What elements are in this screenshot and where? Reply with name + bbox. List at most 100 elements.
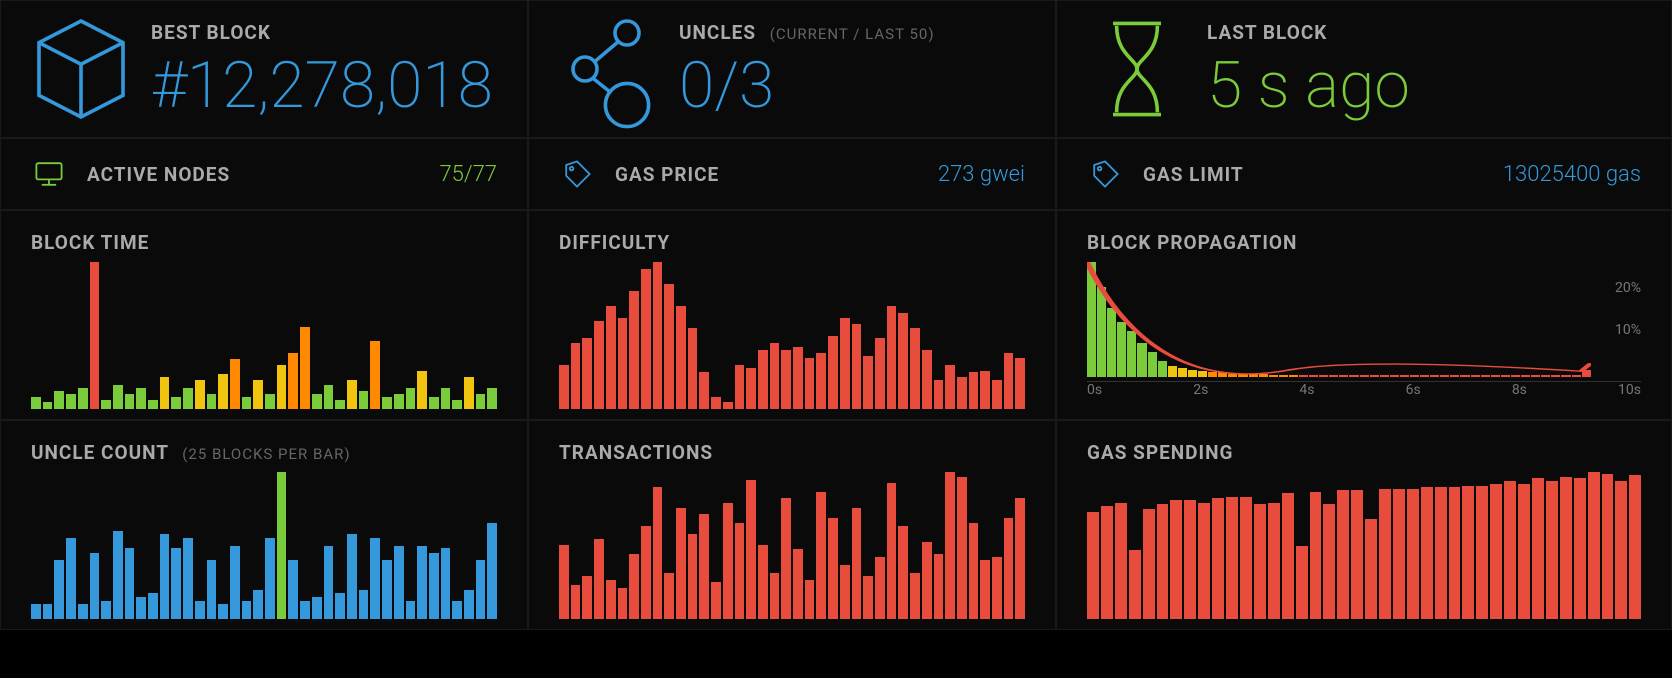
- chart-bar: [1279, 375, 1288, 377]
- chart-bar: [382, 560, 392, 619]
- chart-bar: [1101, 506, 1113, 619]
- tag-icon: [559, 156, 595, 192]
- chart-bar: [1254, 504, 1266, 619]
- chart-bar: [1117, 322, 1126, 377]
- chart-bar: [875, 557, 885, 619]
- chart-bar: [183, 538, 193, 619]
- chart-bar: [452, 601, 462, 619]
- chart-bar: [863, 356, 873, 409]
- chart-bar: [641, 526, 651, 619]
- chart-bar: [1430, 375, 1439, 377]
- chart-bar: [464, 590, 474, 619]
- block-time-title: BLOCK TIME: [31, 231, 497, 254]
- gas-price-value: 273 gwei: [938, 162, 1025, 187]
- chart-bar: [571, 343, 581, 409]
- chart-bar: [1588, 472, 1600, 619]
- chart-bar: [347, 380, 357, 409]
- uncle-count-subtitle: (25 BLOCKS PER BAR): [182, 445, 350, 463]
- chart-bar: [1490, 484, 1502, 619]
- chart-bar: [136, 388, 146, 409]
- chart-bar: [324, 385, 334, 409]
- chart-bar: [218, 374, 228, 409]
- chart-bar: [382, 397, 392, 409]
- chart-bar: [207, 394, 217, 409]
- chart-bar: [66, 538, 76, 619]
- chart-bar: [253, 590, 263, 619]
- chart-bar: [1518, 484, 1530, 619]
- chart-bar: [1299, 375, 1308, 377]
- chart-bar: [476, 560, 486, 619]
- chart-bar: [1115, 503, 1127, 619]
- chart-bar: [629, 291, 639, 409]
- chart-bar: [1319, 375, 1328, 377]
- chart-bar: [1449, 487, 1461, 619]
- chart-bar: [1501, 375, 1510, 377]
- chart-bar: [1460, 375, 1469, 377]
- chart-bar: [288, 353, 298, 409]
- chart-bar: [1390, 375, 1399, 377]
- chart-bar: [1351, 490, 1363, 619]
- chart-bar: [1380, 375, 1389, 377]
- chart-bar: [183, 388, 193, 409]
- gas-price-label: GAS PRICE: [615, 163, 719, 186]
- chart-bar: [1379, 489, 1391, 619]
- chart-bar: [688, 534, 698, 619]
- gas-limit-panel: GAS LIMIT 13025400 gas: [1056, 138, 1672, 210]
- chart-bar: [1004, 353, 1014, 409]
- chart-bar: [1282, 493, 1294, 619]
- chart-bar: [758, 350, 768, 409]
- chart-bar: [1541, 375, 1550, 377]
- block-time-chart: BLOCK TIME: [0, 210, 528, 420]
- chart-bar: [992, 557, 1002, 619]
- chart-bar: [277, 472, 287, 619]
- chart-bar: [934, 380, 944, 409]
- chart-bar: [1015, 358, 1025, 409]
- chart-bar: [171, 397, 181, 409]
- chart-bar: [1504, 481, 1516, 619]
- chart-bar: [1420, 375, 1429, 377]
- chart-bar: [571, 585, 581, 619]
- chart-bar: [618, 318, 628, 409]
- chart-bar: [1400, 375, 1409, 377]
- chart-bar: [1148, 352, 1157, 377]
- hourglass-icon: [1077, 9, 1197, 129]
- chart-bar: [1268, 503, 1280, 619]
- chart-bar: [770, 343, 780, 409]
- chart-bar: [746, 368, 756, 409]
- chart-bar: [828, 336, 838, 410]
- chart-bar: [1435, 487, 1447, 619]
- chart-bar: [230, 546, 240, 620]
- propagation-ylabel-0: 20%: [1615, 280, 1641, 296]
- propagation-ylabel-1: 10%: [1615, 322, 1641, 338]
- chart-bar: [370, 538, 380, 619]
- chart-bar: [464, 377, 474, 409]
- chart-bar: [1323, 504, 1335, 619]
- chart-bar: [980, 371, 990, 409]
- uncle-count-chart: UNCLE COUNT (25 BLOCKS PER BAR): [0, 420, 528, 630]
- gas-limit-label: GAS LIMIT: [1143, 163, 1244, 186]
- best-block-value: #12,278,018: [151, 54, 493, 118]
- chart-bar: [1615, 481, 1627, 619]
- chart-bar: [324, 546, 334, 620]
- chart-bar: [66, 394, 76, 409]
- chart-bar: [606, 306, 616, 409]
- chart-bar: [359, 391, 369, 409]
- chart-bar: [852, 508, 862, 619]
- last-block-label: LAST BLOCK: [1207, 21, 1410, 44]
- chart-bar: [641, 269, 651, 409]
- block-propagation-title: BLOCK PROPAGATION: [1087, 231, 1641, 254]
- chart-bar: [136, 597, 146, 619]
- chart-bar: [898, 526, 908, 619]
- chart-bar: [1407, 489, 1419, 619]
- chart-bar: [347, 534, 357, 619]
- chart-bar: [1269, 375, 1278, 377]
- last-block-value: 5 s ago: [1207, 54, 1410, 118]
- chart-bar: [1289, 375, 1298, 377]
- chart-bar: [90, 553, 100, 619]
- chart-bar: [1015, 498, 1025, 619]
- chart-bar: [195, 601, 205, 619]
- chart-bar: [1228, 374, 1237, 377]
- chart-bar: [875, 338, 885, 409]
- chart-bar: [113, 531, 123, 619]
- chart-bar: [898, 313, 908, 409]
